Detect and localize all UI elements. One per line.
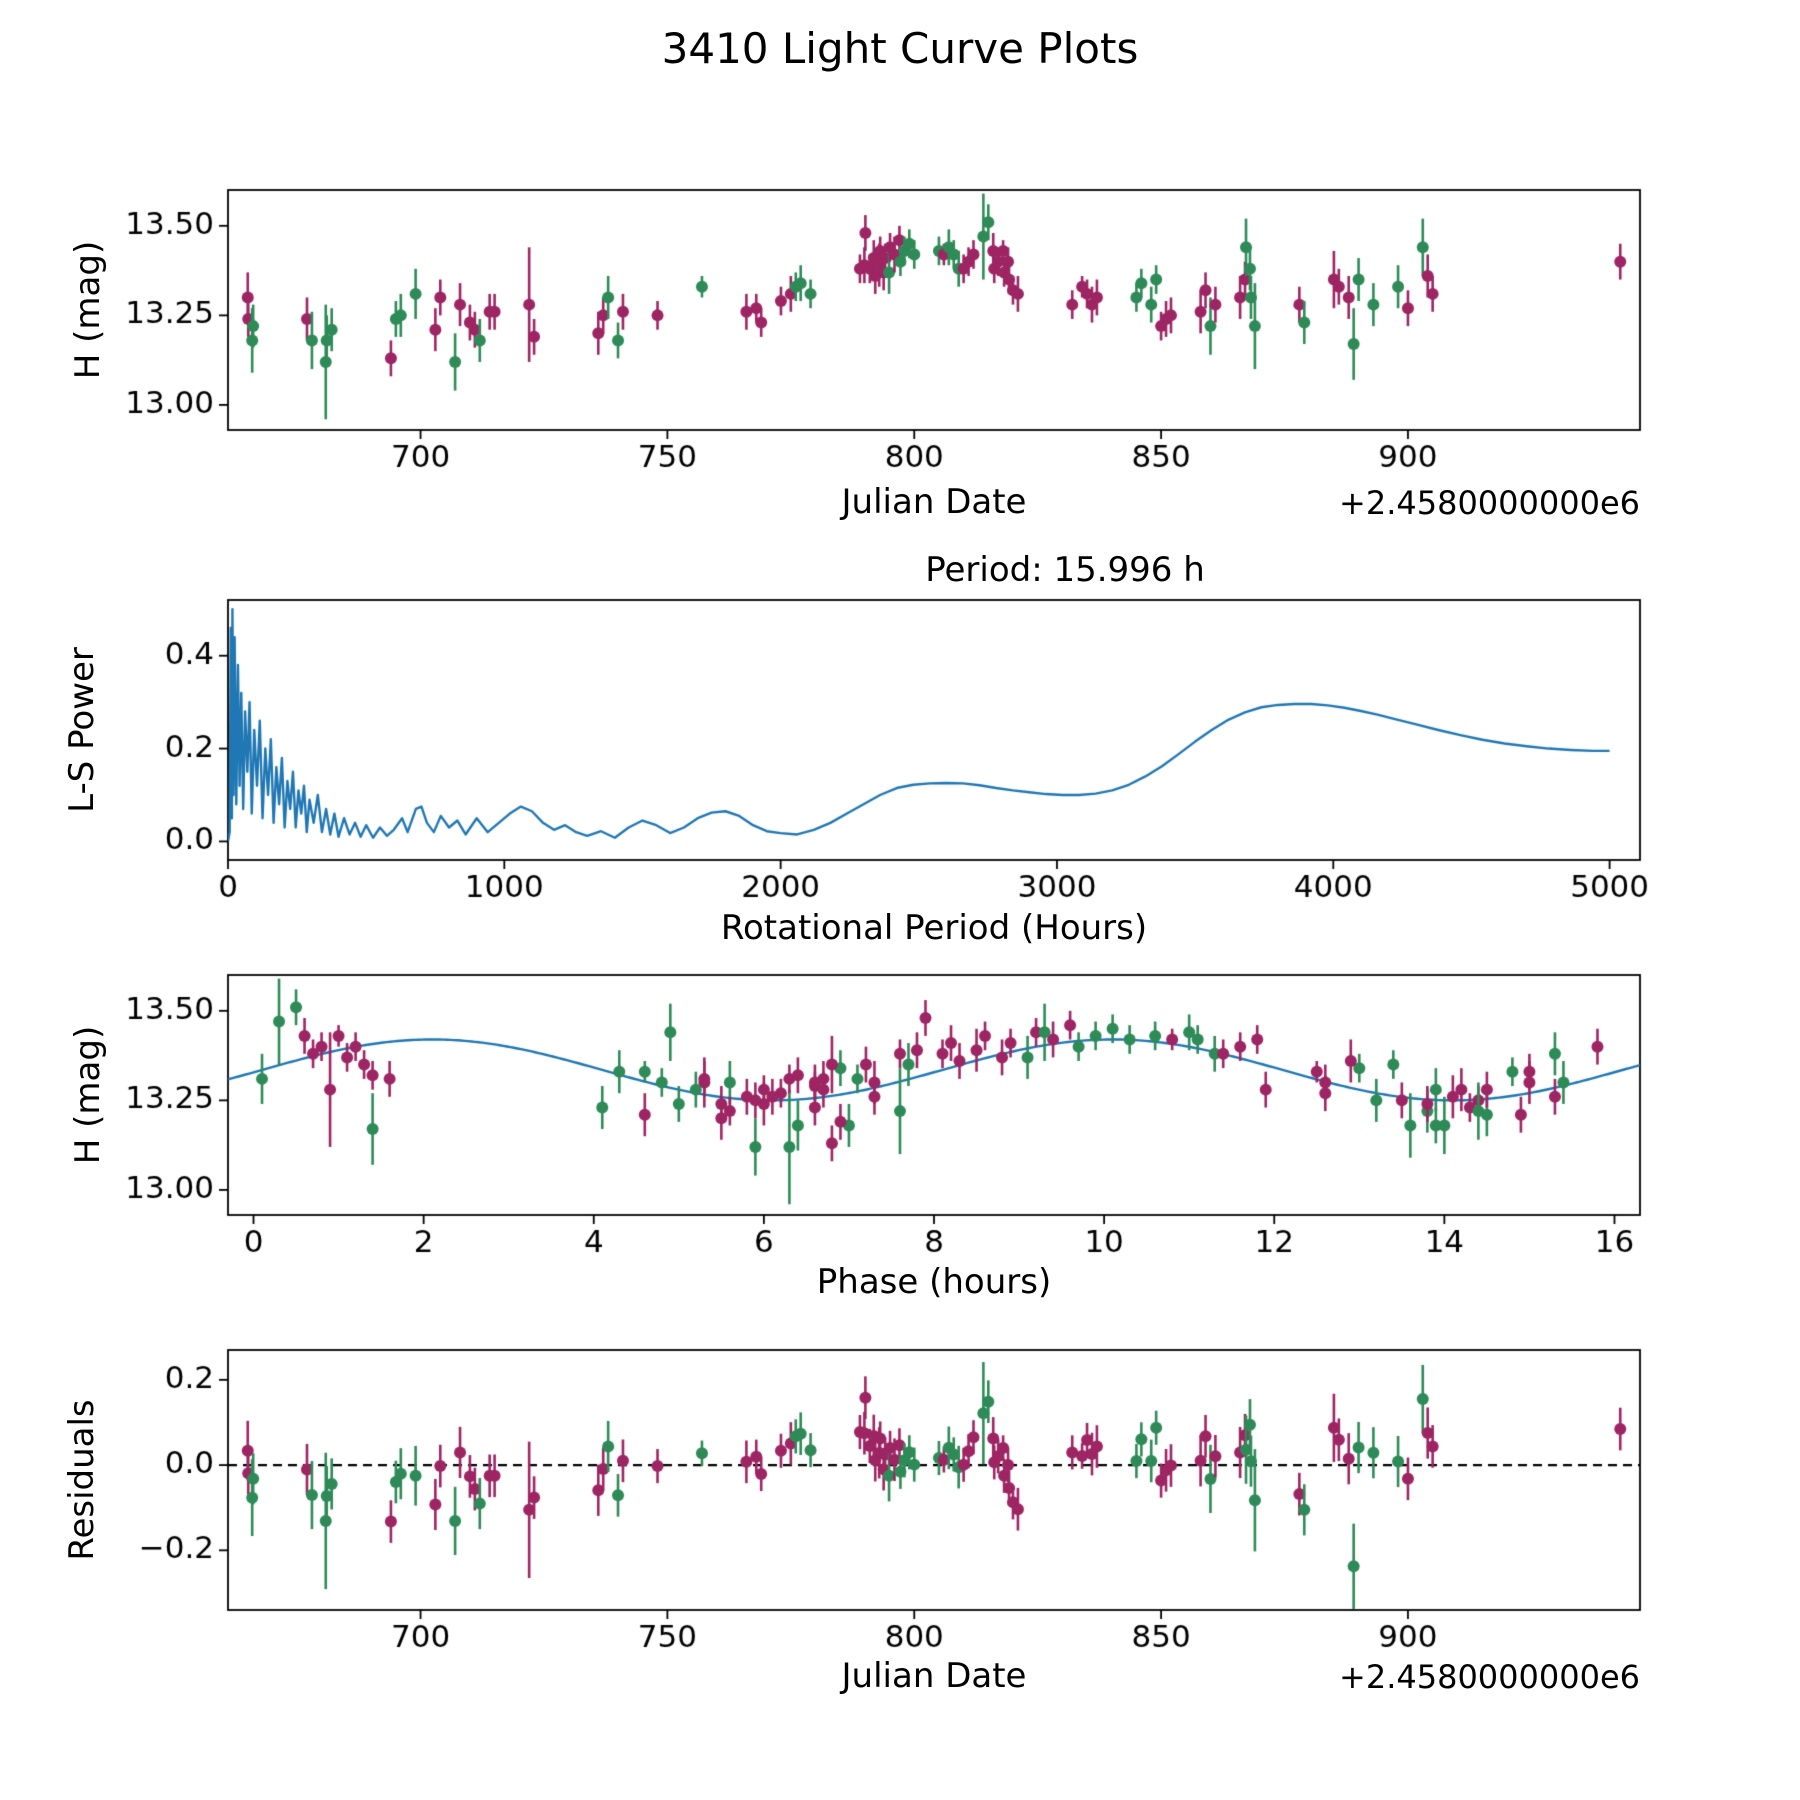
phase-x-axis-label: Phase (hours) <box>816 1262 1052 1302</box>
residuals-y-axis-label: Residuals <box>62 1399 102 1561</box>
phase-y-axis-label: H (mag) <box>68 1025 108 1165</box>
figure-title: 3410 Light Curve Plots <box>661 24 1139 73</box>
residuals-x-offset-label: +2.4580000000e6 <box>1339 1658 1640 1696</box>
residuals-x-axis-label: Julian Date <box>841 1656 1027 1696</box>
periodogram-x-axis-label: Rotational Period (Hours) <box>720 908 1148 948</box>
lightcurve-y-axis-label: H (mag) <box>68 240 108 380</box>
periodogram-period-annotation: Period: 15.996 h <box>925 550 1205 590</box>
lightcurve-x-offset-label: +2.4580000000e6 <box>1339 484 1640 522</box>
lightcurve-x-axis-label: Julian Date <box>841 482 1027 522</box>
periodogram-y-axis-label: L-S Power <box>62 647 102 813</box>
